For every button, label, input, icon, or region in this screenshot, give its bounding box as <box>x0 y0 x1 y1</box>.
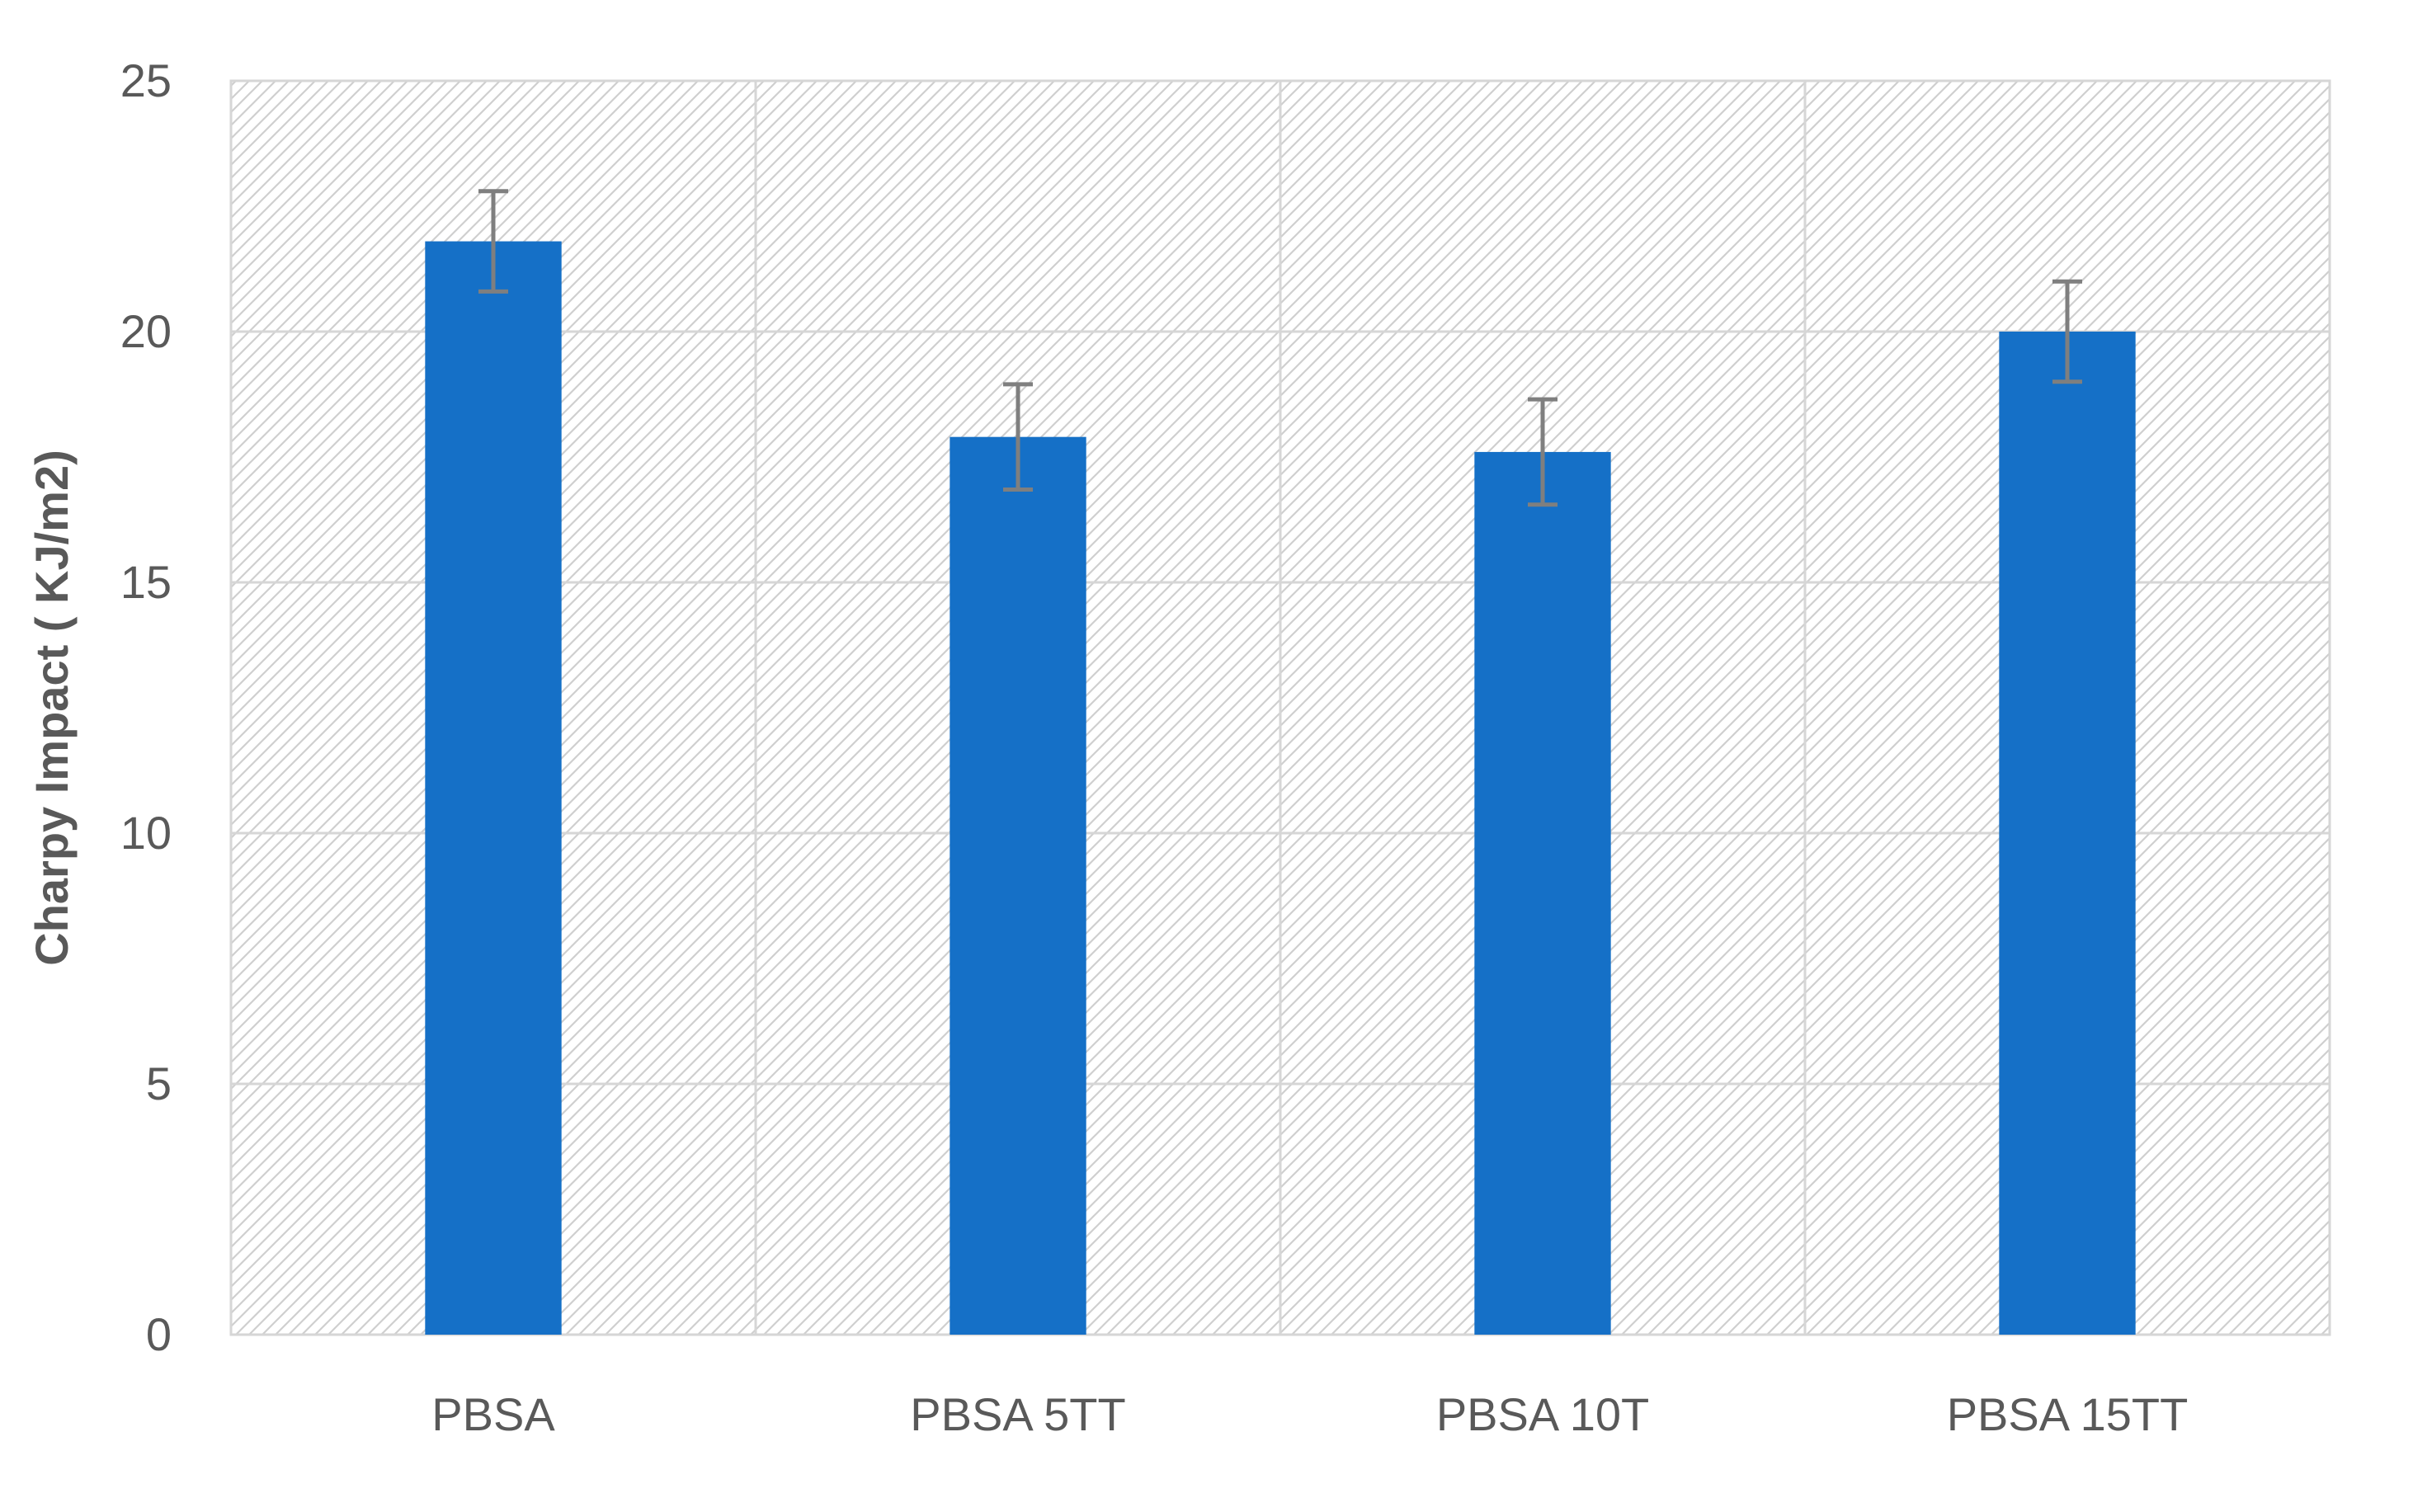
y-tick-labels: 0 5 10 15 20 25 <box>120 54 172 1360</box>
error-bar-1 <box>478 189 508 294</box>
x-tick-label: PBSA <box>431 1388 555 1440</box>
x-tick-label: PBSA 10T <box>1436 1388 1649 1440</box>
x-tick-labels: PBSA PBSA 5TT PBSA 10T PBSA 15TT <box>431 1388 2188 1440</box>
error-bar-2 <box>1003 382 1033 492</box>
y-tick-label: 20 <box>120 305 172 357</box>
error-bar-4 <box>2052 279 2082 384</box>
y-tick-label: 0 <box>146 1308 172 1360</box>
y-tick-label: 10 <box>120 807 172 859</box>
bar-1 <box>425 241 562 1335</box>
x-tick-label: PBSA 15TT <box>1947 1388 2189 1440</box>
y-tick-label: 25 <box>120 54 172 106</box>
bars <box>425 241 2136 1335</box>
y-tick-label: 15 <box>120 556 172 608</box>
x-tick-label: PBSA 5TT <box>910 1388 1125 1440</box>
bar-4 <box>1999 332 2136 1335</box>
error-bars <box>478 189 2082 507</box>
bar-3 <box>1474 451 1611 1335</box>
error-bar-3 <box>1528 397 1558 507</box>
gridlines <box>231 81 2330 1335</box>
bar-2 <box>950 436 1086 1335</box>
y-tick-label: 5 <box>146 1057 172 1109</box>
y-axis-title: Charpy Impact ( KJ/m2) <box>26 450 78 966</box>
